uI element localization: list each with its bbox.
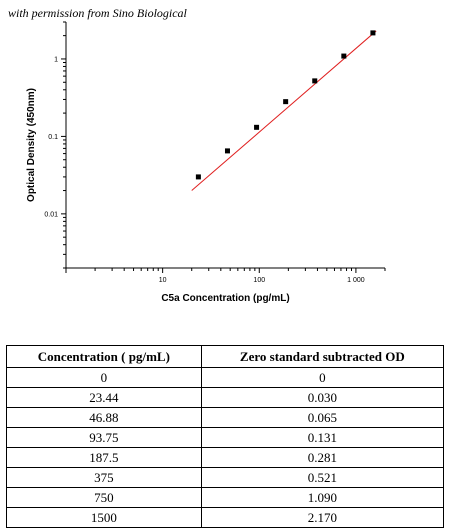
data-point xyxy=(370,30,376,36)
data-point xyxy=(341,53,347,59)
cell-od: 0.065 xyxy=(200,407,445,428)
x-axis-title: C5a Concentration (pg/mL) xyxy=(161,293,289,304)
y-tick-label: 1 xyxy=(54,56,58,63)
chart-axes: 10 100 1 000 0.01 0.1 1 xyxy=(44,21,386,284)
cell-od: 0.521 xyxy=(200,467,445,488)
table-row: 93.75 0.131 xyxy=(6,427,445,448)
cell-concentration: 23.44 xyxy=(6,387,202,408)
header-concentration: Concentration ( pg/mL) xyxy=(6,345,202,368)
table-row: 750 1.090 xyxy=(6,487,445,508)
y-tick-label: 0.01 xyxy=(44,211,58,218)
standard-curve-chart: 10 100 1 000 0.01 0.1 1 C5a Concentration (pg… xyxy=(26,21,386,304)
fit-line xyxy=(191,30,377,191)
data-points xyxy=(195,30,376,180)
table-row: 375 0.521 xyxy=(6,467,445,488)
data-point xyxy=(312,78,318,84)
table-row: 1500 2.170 xyxy=(6,507,445,528)
cell-od: 0.030 xyxy=(200,387,445,408)
cell-concentration: 93.75 xyxy=(6,427,202,448)
cell-od: 2.170 xyxy=(200,507,445,528)
cell-concentration: 375 xyxy=(6,467,202,488)
table-header-row: Concentration ( pg/mL) Zero standard sub… xyxy=(6,345,445,368)
table-row: 23.44 0.030 xyxy=(6,387,445,408)
x-tick-label: 100 xyxy=(253,277,265,284)
cell-concentration: 0 xyxy=(6,367,202,388)
table-row: 187.5 0.281 xyxy=(6,447,445,468)
header-od: Zero standard subtracted OD xyxy=(200,345,445,368)
cell-concentration: 46.88 xyxy=(6,407,202,428)
data-point xyxy=(195,174,201,180)
y-tick-label: 0.1 xyxy=(48,134,58,141)
data-point xyxy=(254,124,260,130)
cell-od: 0 xyxy=(200,367,445,388)
data-point xyxy=(283,99,289,105)
permission-note: with permission from Sino Biological xyxy=(8,6,187,20)
cell-od: 0.281 xyxy=(200,447,445,468)
standard-data-table: Concentration ( pg/mL) Zero standard sub… xyxy=(6,345,445,528)
x-tick-label: 10 xyxy=(159,277,167,284)
y-axis-title: Optical Density (450nm) xyxy=(26,88,37,202)
x-tick-label: 1 000 xyxy=(347,277,365,284)
cell-od: 1.090 xyxy=(200,487,445,508)
cell-concentration: 1500 xyxy=(6,507,202,528)
cell-concentration: 187.5 xyxy=(6,447,202,468)
cell-concentration: 750 xyxy=(6,487,202,508)
cell-od: 0.131 xyxy=(200,427,445,448)
table-row: 46.88 0.065 xyxy=(6,407,445,428)
data-point xyxy=(224,148,230,154)
fit-line-group xyxy=(191,30,377,191)
table-body: 0 0 23.44 0.030 46.88 0.065 93.75 0.131 187.5 0.2… xyxy=(6,367,445,528)
